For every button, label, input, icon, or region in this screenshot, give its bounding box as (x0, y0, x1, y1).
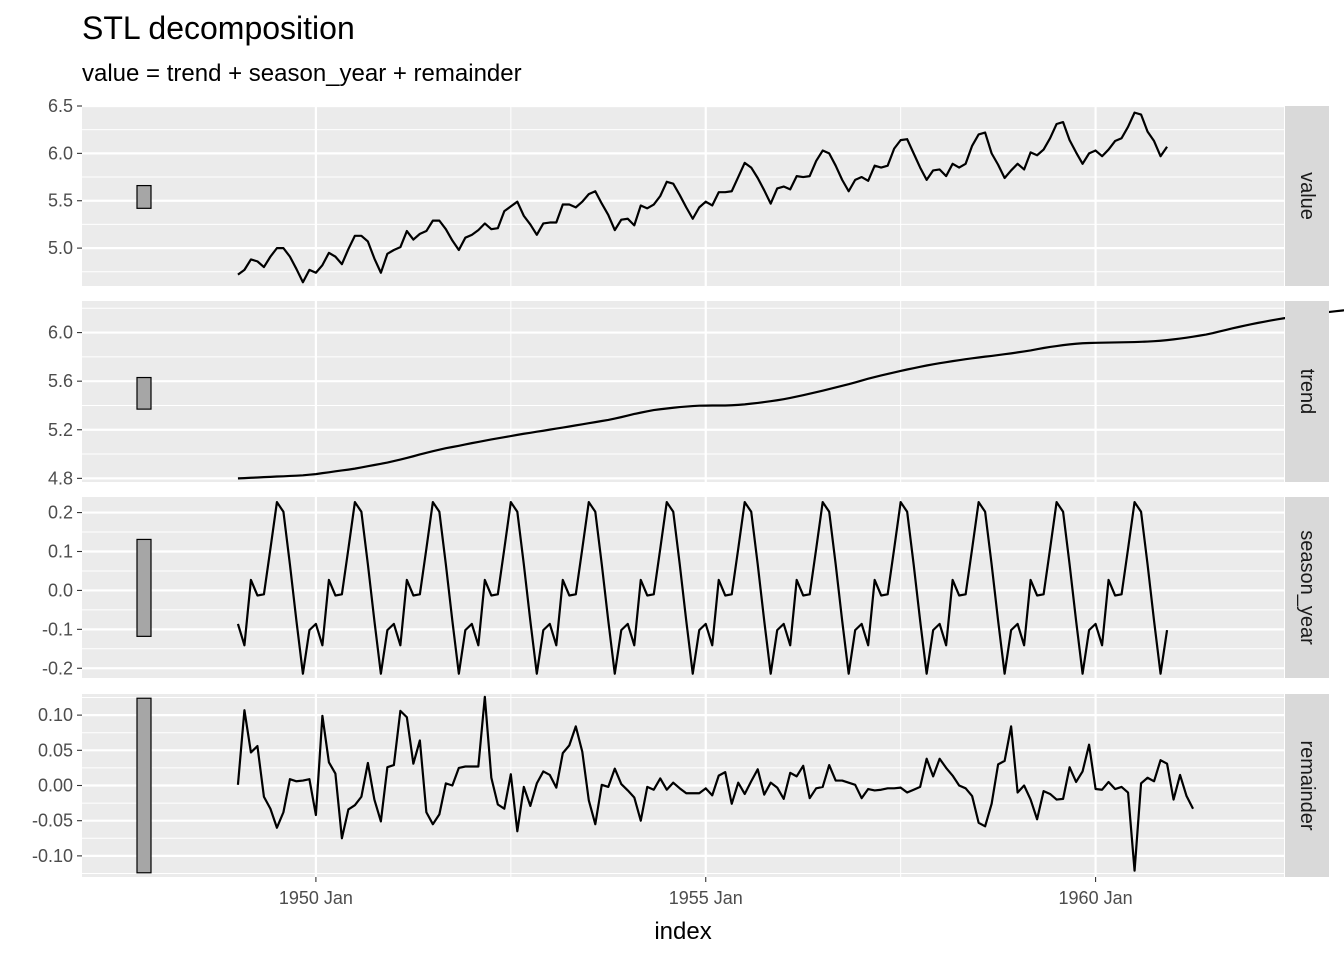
y-tick-label: 0.0 (48, 580, 73, 600)
series-line-value (237, 111, 1168, 284)
y-tick-label: 4.8 (48, 468, 73, 488)
x-tick-label: 1950 Jan (279, 888, 353, 908)
y-tick-label: 0.10 (38, 705, 73, 725)
x-tick-label: 1955 Jan (669, 888, 743, 908)
panel-value: 5.0 5.5 6.0 6.5 value (48, 96, 1329, 286)
panel-background (82, 301, 1284, 482)
y-tick-label: 6.0 (48, 143, 73, 163)
scale-bar (136, 184, 152, 209)
y-tick-label: -0.10 (32, 846, 73, 866)
x-axis-title: index (654, 918, 711, 945)
y-tick-label: 5.2 (48, 420, 73, 440)
facet-strip-label: remainder (1296, 740, 1318, 830)
chart-title: STL decomposition (82, 10, 355, 46)
y-tick-label: 0.05 (38, 740, 73, 760)
facet-strip (1285, 497, 1329, 678)
y-tick-label: 0.2 (48, 503, 73, 523)
y-tick-label: 6.5 (48, 96, 73, 116)
scale-bar (136, 538, 152, 637)
x-tick-label: 1960 Jan (1059, 888, 1133, 908)
panel-trend: 4.8 5.2 5.6 6.0 trend (48, 301, 1344, 488)
series-line-remainder (236, 695, 1195, 872)
y-tick-label: 5.0 (48, 238, 73, 258)
y-tick-label: 5.5 (48, 191, 73, 211)
facet-strip (1285, 301, 1329, 482)
y-tick-label: 6.0 (48, 323, 73, 343)
series-line-season-year (236, 500, 1169, 675)
y-tick-label: 0.00 (38, 776, 73, 796)
scale-bar (136, 376, 152, 410)
panel-remainder: -0.10 -0.05 0.00 0.05 0.10 remainder (32, 694, 1329, 877)
series-line-trend (237, 309, 1344, 480)
y-tick-label: -0.05 (32, 811, 73, 831)
facet-strip (1285, 106, 1329, 286)
y-tick-label: -0.1 (42, 619, 73, 639)
facet-strip-label: trend (1296, 369, 1318, 415)
y-tick-label: 5.6 (48, 371, 73, 391)
facet-strip (1285, 694, 1329, 877)
panel-season-year: -0.2 -0.1 0.0 0.1 0.2 season_year (42, 497, 1329, 678)
facet-strip-label: season_year (1296, 530, 1318, 645)
y-tick-label: 0.1 (48, 541, 73, 561)
panel-background (82, 106, 1284, 286)
chart-subtitle: value = trend + season_year + remainder (82, 60, 522, 87)
scale-bar (136, 697, 152, 874)
facet-strip-label: value (1296, 172, 1318, 220)
y-tick-label: -0.2 (42, 658, 73, 678)
